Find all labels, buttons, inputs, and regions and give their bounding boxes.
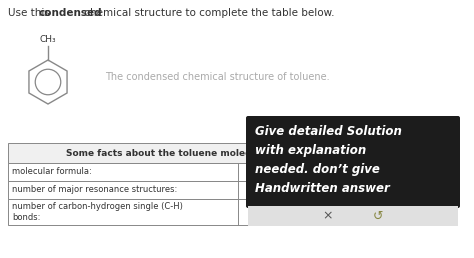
Text: Use this: Use this [8, 8, 53, 18]
Text: Give detailed Solution: Give detailed Solution [255, 125, 402, 138]
Bar [248, 206, 458, 226]
Bar [8, 181, 328, 199]
Bar [8, 163, 328, 181]
Bar [8, 143, 328, 163]
Bar [279, 186, 288, 195]
Bar [279, 207, 288, 216]
FancyBboxPatch shape [246, 116, 460, 208]
Text: ↺: ↺ [373, 209, 383, 222]
Text: The condensed chemical structure of toluene.: The condensed chemical structure of tolu… [105, 72, 329, 82]
Text: Handwritten answer: Handwritten answer [255, 182, 390, 195]
Text: chemical structure to complete the table below.: chemical structure to complete the table… [81, 8, 335, 18]
Bar [279, 167, 288, 176]
Text: condensed: condensed [39, 8, 103, 18]
Text: needed. don’t give: needed. don’t give [255, 163, 380, 176]
Text: CH₃: CH₃ [40, 35, 56, 44]
Bar [8, 199, 328, 225]
Text: molecular formula:: molecular formula: [12, 167, 92, 176]
Text: ×: × [323, 209, 333, 222]
Text: Some facts about the toluene molecule:: Some facts about the toluene molecule: [66, 149, 270, 157]
Text: with explanation: with explanation [255, 144, 366, 157]
Text: number of carbon-hydrogen single (C-H)
bonds:: number of carbon-hydrogen single (C-H) b… [12, 202, 183, 222]
Text: number of major resonance structures:: number of major resonance structures: [12, 186, 177, 195]
